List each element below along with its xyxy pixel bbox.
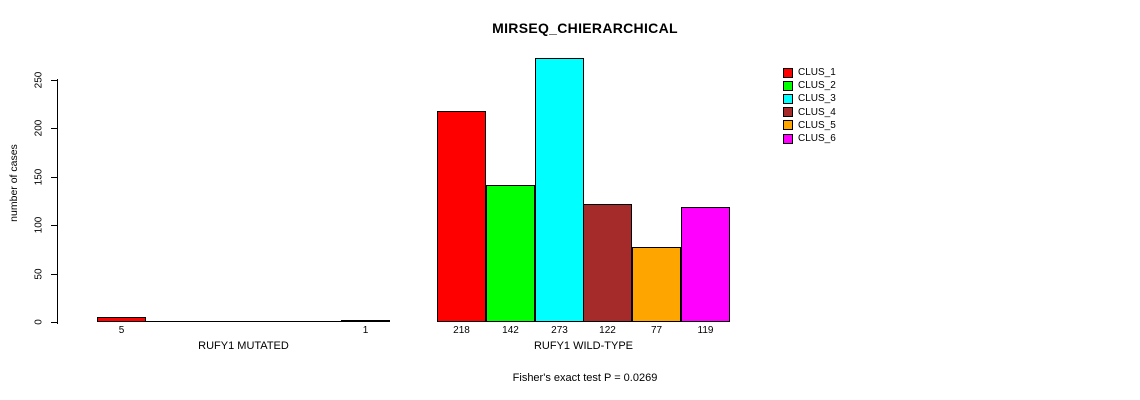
bar-clus_5	[632, 247, 681, 322]
group-label: RUFY1 WILD-TYPE	[533, 340, 633, 352]
bar-clus_1	[437, 111, 486, 322]
legend-swatch-icon	[783, 93, 793, 104]
bar-zero-clus_5	[292, 321, 341, 322]
legend-swatch-icon	[783, 80, 793, 91]
y-tick-mark	[51, 80, 58, 81]
y-tick-label: 50	[33, 268, 45, 280]
bar-zero-clus_4	[243, 321, 292, 322]
y-tick-label: 100	[33, 216, 45, 234]
y-tick-mark	[51, 322, 58, 323]
legend-label: CLUS_4	[798, 106, 836, 118]
bar-zero-clus_2	[146, 321, 195, 322]
bar-value-label: 77	[650, 325, 663, 336]
legend-row: CLUS_5	[783, 119, 836, 132]
legend-swatch-icon	[783, 67, 793, 78]
legend-row: CLUS_2	[783, 79, 836, 92]
legend-label: CLUS_6	[798, 133, 836, 145]
bar-value-label: 119	[697, 325, 714, 336]
legend-row: CLUS_6	[783, 132, 836, 145]
group-label: RUFY1 MUTATED	[198, 340, 289, 352]
bar-zero-clus_3	[195, 321, 244, 322]
legend-row: CLUS_1	[783, 66, 836, 79]
legend-label: CLUS_2	[798, 80, 836, 92]
y-axis-line	[57, 79, 58, 324]
y-tick-mark	[51, 225, 58, 226]
bar-value-label: 5	[118, 325, 125, 336]
y-axis-title: number of cases	[8, 144, 20, 222]
y-tick-label: 200	[33, 119, 45, 137]
legend-label: CLUS_1	[798, 67, 836, 79]
bar-clus_2	[486, 185, 535, 322]
bar-clus_6	[341, 320, 390, 322]
y-tick-mark	[51, 177, 58, 178]
legend-swatch-icon	[783, 107, 793, 118]
y-tick-label: 250	[33, 71, 45, 89]
legend-label: CLUS_3	[798, 93, 836, 105]
chart-title: MIRSEQ_CHIERARCHICAL	[492, 20, 678, 36]
bar-clus_3	[535, 58, 584, 322]
bar-value-label: 1	[362, 325, 369, 336]
legend-swatch-icon	[783, 133, 793, 144]
y-tick-mark	[51, 128, 58, 129]
stat-test-caption: Fisher's exact test P = 0.0269	[512, 372, 658, 384]
bar-value-label: 122	[599, 325, 616, 336]
y-tick-label: 0	[33, 319, 45, 325]
legend-label: CLUS_5	[798, 119, 836, 131]
y-tick-mark	[51, 274, 58, 275]
legend-row: CLUS_4	[783, 106, 836, 119]
bar-clus_4	[583, 204, 632, 322]
legend-row: CLUS_3	[783, 92, 836, 105]
y-tick-label: 150	[33, 168, 45, 186]
bar-clus_6	[681, 207, 730, 322]
bar-value-label: 142	[502, 325, 519, 336]
bar-value-label: 273	[551, 325, 568, 336]
bar-value-label: 218	[453, 325, 470, 336]
bar-clus_1	[97, 317, 146, 322]
legend-swatch-icon	[783, 120, 793, 131]
legend: CLUS_1 CLUS_2 CLUS_3 CLUS_4 CLUS_5 CLUS_6	[783, 66, 836, 145]
